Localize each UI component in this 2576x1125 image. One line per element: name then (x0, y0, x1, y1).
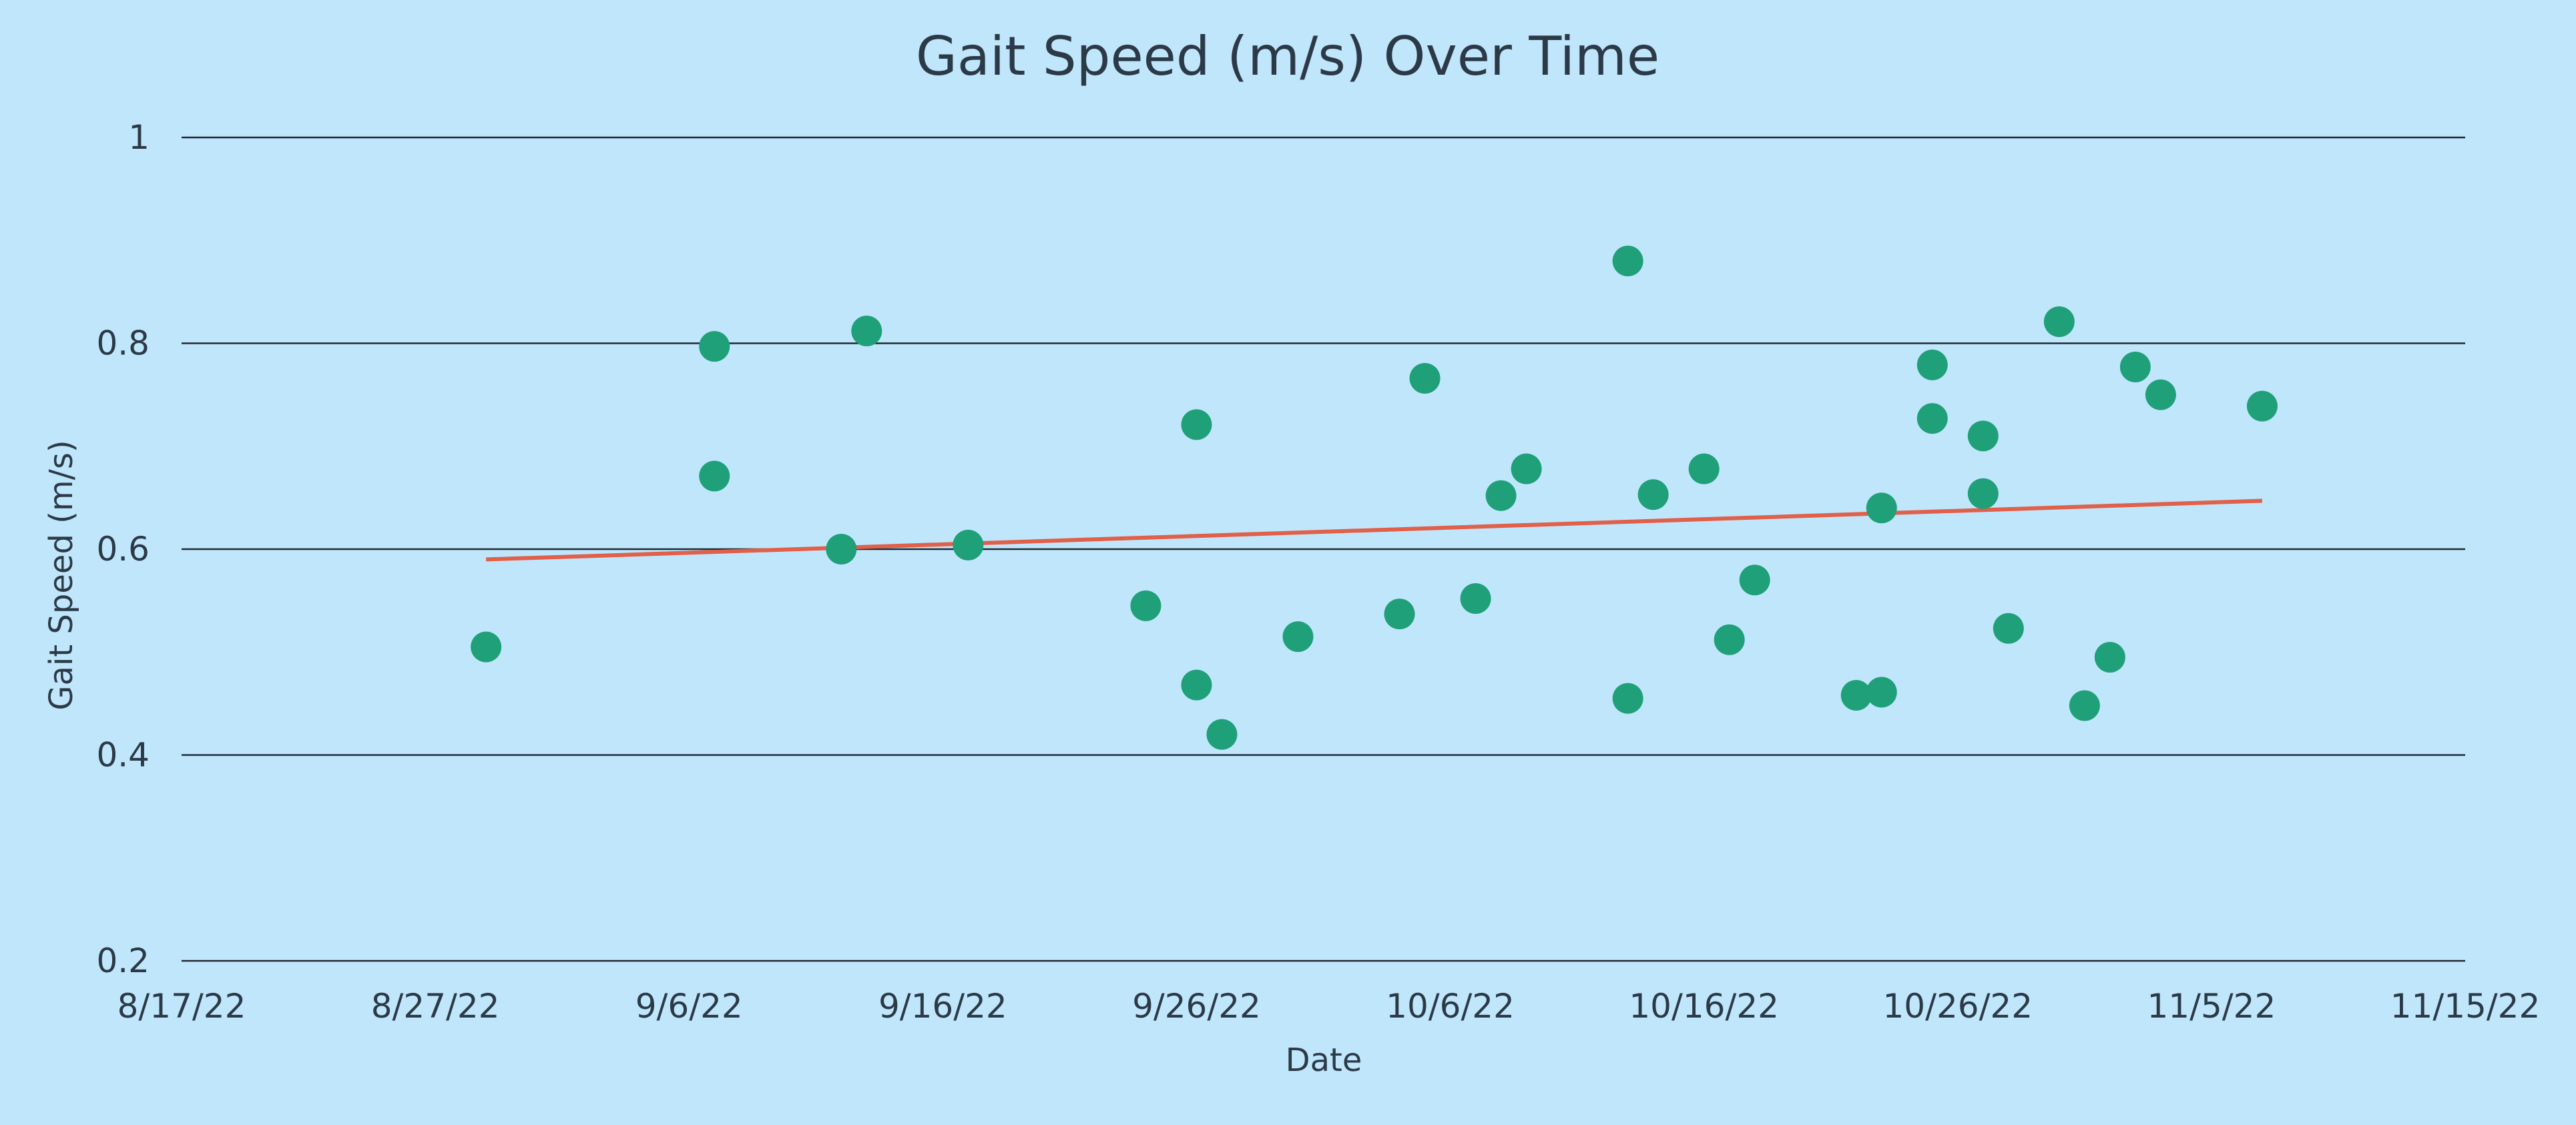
data-point (826, 534, 857, 565)
y-tick-label: 0.2 (96, 942, 150, 980)
x-tick-label: 10/16/22 (1629, 987, 1779, 1026)
x-tick-label: 9/16/22 (878, 987, 1007, 1026)
x-tick-label: 11/15/22 (2390, 987, 2541, 1026)
data-point (2094, 641, 2125, 673)
data-point (953, 529, 984, 560)
data-point (1181, 409, 1212, 440)
data-point (851, 315, 882, 346)
data-point (1967, 478, 1999, 509)
data-point (1916, 403, 1948, 434)
data-point (1714, 624, 1745, 655)
data-point (1967, 420, 1999, 452)
x-tick-label: 8/27/22 (371, 987, 500, 1026)
data-point (1485, 480, 1517, 511)
data-point (2119, 351, 2151, 382)
y-axis-label: Gait Speed (m/s) (43, 440, 80, 710)
data-point (699, 331, 730, 362)
x-tick-label: 11/5/22 (2147, 987, 2276, 1026)
y-tick-label: 1 (128, 118, 150, 157)
data-point (1460, 583, 1491, 615)
y-axis-ticks: 0.2 0.4 0.6 0.8 1 (96, 118, 150, 980)
data-point (1739, 565, 1770, 596)
data-point (2069, 690, 2100, 721)
trendline-layer (486, 498, 2263, 562)
x-tick-label: 10/6/22 (1386, 987, 1515, 1026)
data-point (1637, 479, 1669, 510)
data-point (1688, 453, 1720, 484)
data-point (1840, 680, 1872, 711)
data-point (2145, 379, 2176, 410)
trendline (486, 498, 2263, 562)
y-tick-label: 0.8 (96, 324, 150, 363)
x-tick-label: 10/26/22 (1882, 987, 2033, 1026)
data-point (1282, 621, 1314, 653)
chart-title: Gait Speed (m/s) Over Time (916, 25, 1659, 87)
data-point (1916, 349, 1948, 380)
data-point (1130, 590, 1162, 621)
y-tick-label: 0.6 (96, 530, 150, 569)
data-points (471, 246, 2278, 750)
data-point (1866, 677, 1897, 708)
y-tick-label: 0.4 (96, 736, 150, 775)
x-axis-ticks: 8/17/22 8/27/22 9/6/22 9/16/22 9/26/22 10/6/2… (117, 987, 2541, 1026)
x-axis-label: Date (1286, 1042, 1362, 1079)
x-tick-label: 8/17/22 (117, 987, 246, 1026)
data-point (1866, 492, 1897, 524)
data-point (1612, 683, 1643, 714)
data-point (1206, 719, 1238, 750)
data-point (1993, 613, 2024, 644)
x-tick-label: 9/26/22 (1132, 987, 1261, 1026)
gridlines (182, 136, 2465, 962)
data-point (699, 460, 730, 492)
data-point (471, 631, 502, 663)
data-point (1511, 453, 1542, 484)
data-point (1612, 246, 1643, 277)
data-point (2043, 306, 2075, 338)
data-point (1181, 669, 1212, 701)
x-tick-label: 9/6/22 (635, 987, 743, 1026)
data-point (1409, 362, 1441, 394)
data-point (1384, 599, 1415, 630)
data-point (2246, 390, 2278, 422)
